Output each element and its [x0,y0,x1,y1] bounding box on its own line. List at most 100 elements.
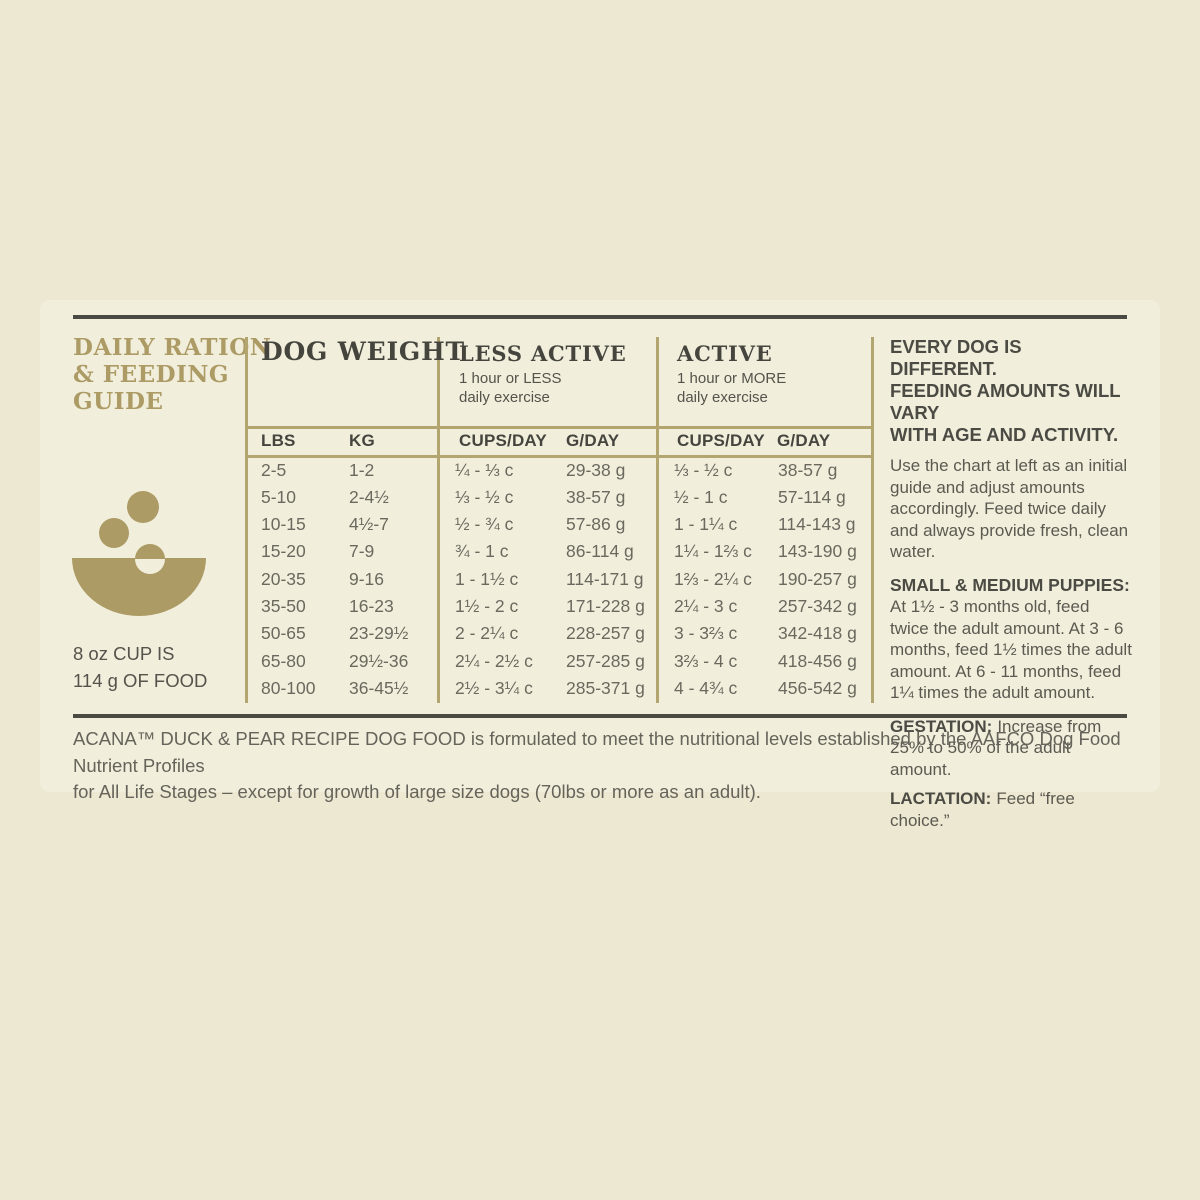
active-cups-value: 3⅔ - 4 c [674,651,738,671]
less-active-grams-value: 257-285 g [566,651,645,671]
table-row: 20-35 9-16 1 - 1½ c 114-171 g 1⅔ - 2¼ c … [0,569,900,596]
table-divider [245,455,874,458]
active-cups-value: 1 - 1¼ c [674,514,738,534]
table-row: 10-15 4½-7 ½ - ¾ c 57-86 g 1 - 1¼ c 114-… [0,514,900,541]
less-active-grams-value: 228-257 g [566,623,645,643]
lactation-text: Feed “free choice.” [890,789,1075,830]
lbs-value: 35-50 [261,596,306,616]
guide-title-line: & FEEDING [73,361,230,388]
bottom-rule [73,714,1127,718]
lbs-value: 80-100 [261,678,316,698]
active-cups-value: ⅓ - ½ c [674,460,733,480]
column-header-active-grams: G/DAY [777,431,831,450]
kg-value: 29½-36 [349,651,409,671]
table-row: 50-65 23-29½ 2 - 2¼ c 228-257 g 3 - 3⅔ c… [0,623,900,650]
active-cups-value: 3 - 3⅔ c [674,623,738,643]
aafco-statement-line: for All Life Stages – except for growth … [73,781,761,802]
active-grams-value: 257-342 g [778,596,857,616]
column-header-lbs: LBS [261,431,296,450]
less-active-grams-value: 38-57 g [566,487,626,507]
lbs-value: 20-35 [261,569,306,589]
gestation-label: GESTATION: [890,716,993,736]
less-active-cups-value: 2 - 2¼ c [455,623,519,643]
active-grams-value: 38-57 g [778,460,838,480]
table-divider [245,426,874,429]
lbs-value: 65-80 [261,651,306,671]
active-cups-value: 1¼ - 1⅔ c [674,541,752,561]
less-active-grams-value: 29-38 g [566,460,626,480]
less-active-cups-value: ⅓ - ½ c [455,487,514,507]
dog-weight-header: DOG WEIGHT [261,337,465,366]
lactation-label: LACTATION: [890,789,992,808]
kg-value: 23-29½ [349,623,409,643]
puppies-text: At 1½ - 3 months old, feed twice the adu… [890,597,1132,702]
guide-title: DAILY RATION & FEEDING GUIDE [73,334,271,415]
active-grams-value: 418-456 g [778,651,857,671]
less-active-subtitle: 1 hour or LESS [459,370,562,387]
column-header-less-active-grams: G/DAY [566,431,620,450]
notes-intro: Use the chart at left as an initial guid… [890,456,1129,561]
active-cups-value: 1⅔ - 2¼ c [674,569,752,589]
lbs-value: 5-10 [261,487,297,507]
active-grams-value: 143-190 g [778,541,857,561]
feeding-notes: EVERY DOG IS DIFFERENT. FEEDING AMOUNTS … [890,336,1132,843]
less-active-cups-value: 1½ - 2 c [455,596,519,616]
less-active-title: LESS ACTIVE [459,341,627,366]
guide-title-line: DAILY RATION [73,334,272,361]
active-header: ACTIVE 1 hour or MORE daily exercise [677,341,786,407]
notes-heading-line: WITH AGE AND ACTIVITY. [890,424,1119,445]
active-subtitle: 1 hour or MORE [677,370,787,387]
active-cups-value: 2¼ - 3 c [674,596,738,616]
less-active-subtitle: daily exercise [459,389,550,406]
active-grams-value: 114-143 g [778,514,856,534]
top-rule [73,315,1127,319]
lbs-value: 50-65 [261,623,306,643]
cup-note-line: 8 oz CUP IS [73,643,175,664]
active-grams-value: 190-257 g [778,569,857,589]
table-row: 2-5 1-2 ¼ - ⅓ c 29-38 g ⅓ - ½ c 38-57 g [0,460,900,487]
table-divider [245,337,248,703]
active-subtitle: daily exercise [677,389,768,406]
active-grams-value: 57-114 g [778,487,846,507]
less-active-header: LESS ACTIVE 1 hour or LESS daily exercis… [459,341,627,407]
column-header-kg: KG [349,431,375,450]
aafco-statement: ACANA™ DUCK & PEAR RECIPE DOG FOOD is fo… [73,726,1133,806]
table-row: 35-50 16-23 1½ - 2 c 171-228 g 2¼ - 3 c … [0,596,900,623]
lactation-note: LACTATION: Feed “free choice.” [890,788,1132,831]
dog-food-bowl-icon [72,491,206,616]
cup-note-line: 114 g OF FOOD [73,670,208,691]
kg-value: 7-9 [349,541,375,561]
table-row: 65-80 29½-36 2¼ - 2½ c 257-285 g 3⅔ - 4 … [0,651,900,678]
less-active-cups-value: 1 - 1½ c [455,569,519,589]
less-active-grams-value: 57-86 g [566,514,626,534]
cup-conversion-note: 8 oz CUP IS 114 g OF FOOD [73,640,207,694]
guide-title-line: GUIDE [73,388,164,415]
kg-value: 9-16 [349,569,385,589]
column-header-less-active-cups: CUPS/DAY [459,431,547,450]
less-active-cups-value: ½ - ¾ c [455,514,514,534]
kg-value: 4½-7 [349,514,389,534]
active-grams-value: 342-418 g [778,623,857,643]
kg-value: 1-2 [349,460,375,480]
gestation-note: GESTATION: Increase from 25% to 50% of th… [890,716,1132,781]
lbs-value: 10-15 [261,514,306,534]
table-row: 5-10 2-4½ ⅓ - ½ c 38-57 g ½ - 1 c 57-114… [0,487,900,514]
puppies-label: SMALL & MEDIUM PUPPIES: [890,574,1130,595]
gestation-text: Increase from 25% to 50% of the adult am… [890,716,1102,779]
table-divider [871,337,874,703]
notes-heading: EVERY DOG IS DIFFERENT. FEEDING AMOUNTS … [890,336,1132,446]
lbs-value: 2-5 [261,460,287,480]
less-active-cups-value: 2½ - 3¼ c [455,678,533,698]
column-header-active-cups: CUPS/DAY [677,431,765,450]
aafco-statement-line: ACANA™ DUCK & PEAR RECIPE DOG FOOD is fo… [73,728,1121,776]
less-active-grams-value: 114-171 g [566,569,644,589]
active-cups-value: 4 - 4¾ c [674,678,738,698]
active-title: ACTIVE [677,341,773,366]
table-divider [656,337,659,703]
notes-heading-line: FEEDING AMOUNTS WILL VARY [890,380,1121,423]
less-active-cups-value: ¼ - ⅓ c [455,460,514,480]
active-cups-value: ½ - 1 c [674,487,728,507]
less-active-grams-value: 86-114 g [566,541,634,561]
less-active-grams-value: 285-371 g [566,678,645,698]
